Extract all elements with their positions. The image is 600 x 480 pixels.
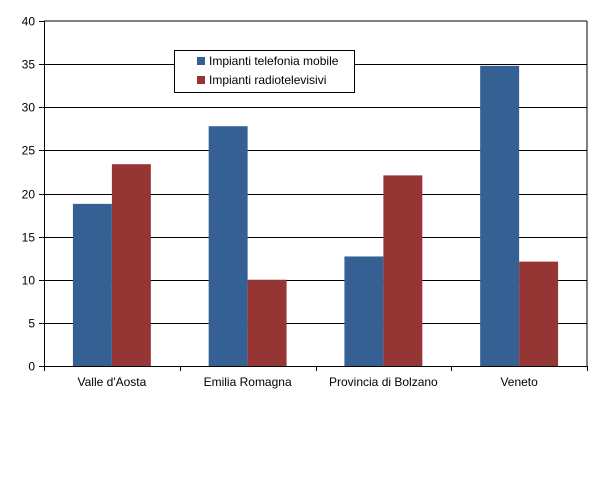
legend-swatch bbox=[197, 76, 205, 84]
bar bbox=[208, 126, 248, 366]
y-tick-label: 5 bbox=[28, 317, 35, 331]
x-tick-label: Provincia di Bolzano bbox=[329, 375, 438, 389]
y-tick-label: 20 bbox=[22, 188, 36, 202]
bar bbox=[480, 65, 520, 366]
legend: Impianti telefonia mobile Impianti radiot… bbox=[174, 50, 355, 93]
legend-swatch bbox=[197, 57, 205, 65]
y-tick-label: 30 bbox=[22, 101, 36, 115]
bar bbox=[72, 203, 112, 366]
axes bbox=[39, 21, 588, 371]
bars bbox=[72, 65, 559, 366]
y-tick-label: 35 bbox=[22, 58, 36, 72]
bar bbox=[519, 261, 559, 366]
bar bbox=[247, 279, 287, 366]
y-tick-label: 0 bbox=[28, 360, 35, 374]
x-tick-label: Emilia Romagna bbox=[204, 375, 292, 389]
legend-label: Impianti telefonia mobile bbox=[209, 54, 339, 68]
legend-label: Impianti radiotelevisivi bbox=[209, 73, 326, 87]
x-tick-label: Valle d'Aosta bbox=[77, 375, 146, 389]
y-tick-label: 40 bbox=[22, 15, 36, 29]
y-tick-label: 15 bbox=[22, 231, 36, 245]
y-tick-label: 25 bbox=[22, 144, 36, 158]
x-tick-label: Veneto bbox=[500, 375, 538, 389]
x-tick-labels: Valle d'Aosta Emilia Romagna Provincia di … bbox=[77, 375, 538, 389]
y-tick-labels: 0 5 10 15 20 25 30 35 40 bbox=[22, 15, 36, 374]
bar bbox=[344, 256, 384, 366]
bar bbox=[383, 175, 423, 366]
y-tick-label: 10 bbox=[22, 274, 36, 288]
bar bbox=[111, 164, 151, 366]
